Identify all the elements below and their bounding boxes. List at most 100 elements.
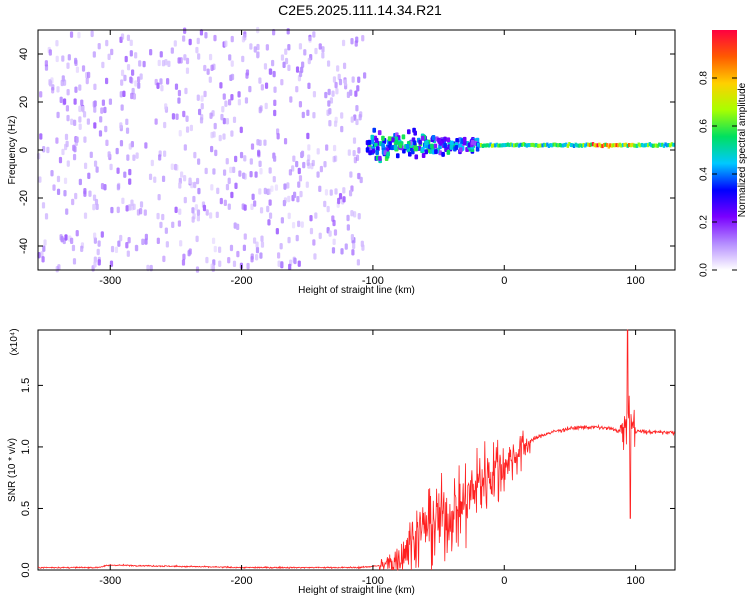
- spectrogram-cell-267: [192, 213, 196, 220]
- spectrogram-cell-686: [455, 137, 459, 143]
- spectrogram-cell-584: [64, 234, 68, 241]
- spectrogram-cell-132: [314, 212, 318, 219]
- spectrogram-cell-136: [328, 119, 332, 127]
- spectrogram-cell-83: [333, 155, 338, 162]
- spectrogram-cell-208: [100, 107, 104, 114]
- spectrogram-cell-881: [494, 143, 497, 148]
- spectrogram-cell-14: [173, 40, 177, 47]
- spectrogram-cell-594: [108, 98, 113, 105]
- spectrogram-cell-561: [185, 67, 190, 74]
- spectrogram-cell-470: [272, 176, 276, 183]
- spectrogram-cell-469: [135, 152, 139, 159]
- spectrogram-cell-520: [210, 263, 214, 270]
- spectrogram-cell-843: [425, 140, 429, 146]
- spectrogram-cell-549: [250, 253, 254, 260]
- spectrogram-cell-518: [160, 85, 164, 92]
- spectrogram-cell-918: [552, 142, 555, 147]
- spectrogram-cell-53: [50, 169, 54, 177]
- spectrogram-cell-587: [267, 188, 272, 195]
- spectrogram-cell-484: [107, 53, 111, 61]
- spectrogram-cell-192: [222, 93, 226, 100]
- spectrogram-cell-570: [183, 174, 187, 182]
- spectrogram-cell-595: [101, 61, 105, 69]
- spectrogram-cell-474: [312, 90, 317, 98]
- spectrogram-cell-426: [355, 118, 359, 126]
- spectrogram-cell-946: [596, 143, 599, 148]
- spectrogram-cell-369: [144, 233, 148, 241]
- snr-series-line: [37, 329, 676, 571]
- spectrogram-cell-74: [256, 43, 260, 51]
- spectrogram-cell-436: [326, 60, 331, 67]
- spectrogram-cell-82: [297, 181, 301, 188]
- spectrogram-cell-551: [298, 43, 303, 50]
- spectrogram-cell-899: [522, 142, 525, 147]
- spectrogram-cell-263: [63, 177, 68, 184]
- spectrogram-cell-523: [171, 113, 176, 120]
- spectrogram-cell-945: [594, 143, 598, 148]
- spectrogram-cell-817: [413, 130, 417, 136]
- spectrogram-cell-801: [391, 137, 395, 143]
- spectrogram-cell-563: [295, 85, 299, 93]
- spectrogram-cell-642: [159, 221, 163, 229]
- spectrogram-cell-112: [126, 250, 130, 257]
- spectrogram-cell-609: [250, 143, 255, 150]
- spectrogram-cell-641: [48, 49, 52, 56]
- spectrogram-cell-52: [238, 170, 242, 177]
- spectrogram-cell-372: [298, 175, 303, 182]
- spectrogram-cell-506: [86, 118, 90, 125]
- spectrogram-y-tick-label-2: 0: [18, 147, 30, 153]
- spectrogram-cell-951: [604, 142, 607, 147]
- spectrogram-cell-468: [205, 256, 209, 264]
- spectrogram-cell-872: [479, 143, 483, 148]
- spectrogram-cell-137: [129, 50, 133, 57]
- spectrogram-cell-990: [665, 143, 669, 148]
- spectrogram-cell-947: [598, 142, 601, 147]
- spectrogram-cell-320: [243, 233, 247, 240]
- spectrogram-cell-67: [56, 188, 61, 196]
- spectrogram-cell-884: [498, 143, 502, 148]
- spectrogram-cell-749: [433, 143, 438, 149]
- spectrogram-cell-87: [161, 213, 165, 221]
- spectrogram-cell-139: [287, 195, 291, 203]
- spectrogram-cell-356: [194, 204, 199, 211]
- spectrogram-cell-103: [197, 158, 201, 165]
- spectrogram-cell-645: [318, 232, 322, 240]
- spectrogram-cell-839: [376, 146, 380, 152]
- spectrogram-cell-926: [565, 142, 568, 147]
- spectrogram-cell-157: [120, 79, 124, 86]
- spectrogram-cell-486: [92, 203, 96, 211]
- spectrogram-cell-360: [187, 249, 191, 257]
- spectrogram-cell-604: [120, 69, 125, 77]
- spectrogram-cell-272: [93, 237, 97, 244]
- spectrogram-cell-371: [125, 118, 129, 125]
- spectrogram-cell-46: [130, 140, 134, 148]
- spectrogram-cell-961: [620, 143, 623, 148]
- spectrogram-cell-622: [313, 253, 317, 260]
- spectrogram-cell-314: [55, 39, 59, 47]
- spectrogram-cell-592: [307, 82, 311, 90]
- spectrogram-cell-275: [218, 246, 222, 253]
- spectrogram-cell-213: [184, 87, 188, 95]
- spectrogram-cell-467: [356, 85, 360, 92]
- spectrogram-cell-147: [93, 106, 97, 113]
- snr-y-axis: 0.0 0.5 1.0 1.5: [20, 378, 675, 578]
- spectrogram-cell-524: [225, 118, 230, 125]
- spectrogram-cell-738: [370, 139, 375, 145]
- spectrogram-cell-882: [495, 142, 499, 147]
- spectrogram-cell-879: [490, 143, 494, 148]
- spectrogram-cell-358: [272, 70, 276, 78]
- spectrogram-cell-34: [258, 160, 262, 168]
- spectrogram-cell-461: [185, 126, 190, 133]
- spectrogram-cell-101: [338, 78, 343, 86]
- spectrogram-background: [38, 30, 675, 270]
- spectrogram-cell-312: [50, 77, 54, 84]
- spectrogram-cell-37: [206, 68, 210, 75]
- spectrogram-cell-577: [117, 182, 121, 190]
- spectrogram-cell-50: [225, 183, 230, 191]
- spectrogram-cell-521: [236, 223, 240, 230]
- spectrogram-cell-445: [229, 166, 233, 174]
- spectrogram-cell-793: [441, 151, 445, 157]
- spectrogram-cell-818: [378, 155, 382, 161]
- spectrogram-cell-901: [525, 143, 529, 148]
- spectrogram-cell-610: [295, 66, 300, 73]
